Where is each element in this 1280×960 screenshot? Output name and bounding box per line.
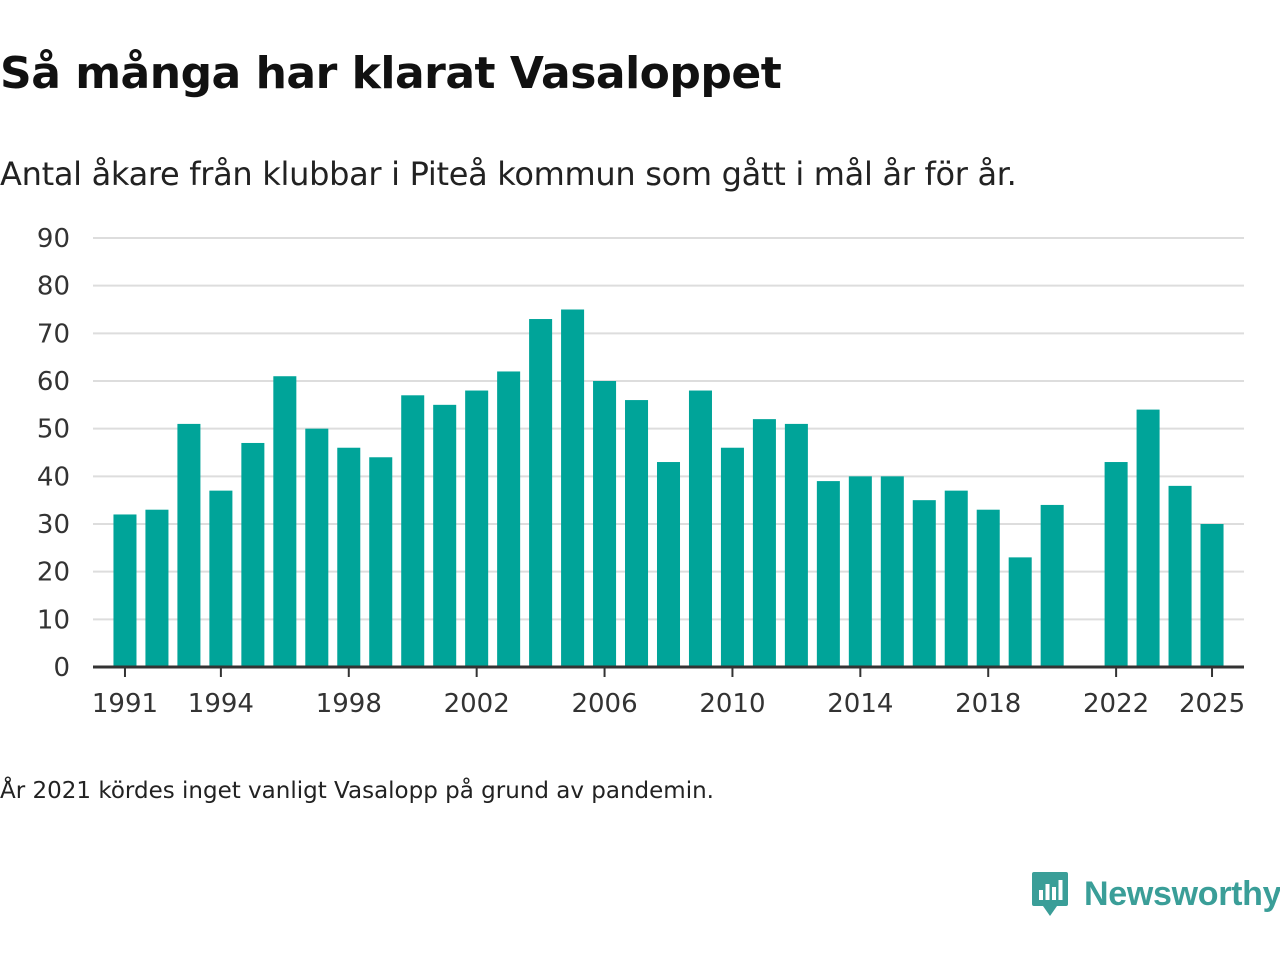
bar	[433, 404, 457, 667]
y-tick-label: 20	[37, 558, 70, 588]
y-tick-label: 70	[37, 319, 70, 349]
bar	[241, 442, 265, 667]
bar-chart: 0 10 20 30 40 50 60 70 80 90 1991 1994 1998 2002 2006…	[37, 224, 1245, 719]
bar	[976, 509, 1000, 667]
bar	[1168, 485, 1192, 667]
x-tick-label: 1998	[316, 689, 382, 719]
bar	[784, 423, 808, 667]
x-tick-label: 1994	[188, 689, 254, 719]
x-tick-label: 1991	[92, 689, 158, 719]
newsworthy-logo-icon	[1032, 872, 1068, 916]
x-tick-label: 2010	[699, 689, 765, 719]
x-tick-label: 2022	[1083, 689, 1149, 719]
bar	[273, 376, 297, 667]
bar	[145, 509, 169, 667]
bar	[688, 390, 712, 667]
bar	[529, 319, 553, 667]
y-tick-label: 80	[37, 272, 70, 302]
chart-subtitle: Antal åkare från klubbar i Piteå kommun …	[0, 155, 1017, 193]
bar	[1136, 409, 1160, 667]
bar	[113, 514, 137, 667]
bar	[1200, 524, 1224, 667]
bar	[848, 476, 872, 667]
y-tick-label: 60	[37, 367, 70, 397]
bars	[113, 309, 1224, 667]
bar	[561, 309, 585, 667]
y-tick-label: 0	[53, 653, 70, 683]
y-tick-label: 40	[37, 462, 70, 492]
footnote: År 2021 kördes inget vanligt Vasalopp på…	[0, 778, 714, 804]
bar	[593, 381, 617, 667]
bar	[497, 371, 521, 667]
x-axis-ticks: 1991 1994 1998 2002 2006 2010 2014 2018 2022 2025	[92, 667, 1245, 719]
x-tick-label: 2018	[955, 689, 1021, 719]
y-tick-label: 10	[37, 605, 70, 635]
bar	[720, 447, 744, 667]
bar	[369, 457, 393, 667]
bar	[305, 428, 329, 667]
bar	[1008, 557, 1032, 667]
x-tick-label: 2002	[444, 689, 510, 719]
y-tick-label: 30	[37, 510, 70, 540]
y-tick-label: 90	[37, 224, 70, 254]
bar	[1040, 504, 1064, 667]
brand-name: Newsworthy	[1084, 874, 1280, 913]
bar	[625, 400, 649, 667]
brand-logo: Newsworthy	[1030, 870, 1280, 918]
x-tick-label: 2006	[571, 689, 637, 719]
bar	[752, 419, 776, 667]
bar	[209, 490, 233, 667]
bar	[401, 395, 425, 667]
bar	[1104, 462, 1128, 667]
bar	[337, 447, 361, 667]
bar	[944, 490, 968, 667]
x-tick-label: 2014	[827, 689, 893, 719]
bar	[656, 462, 681, 667]
bar	[912, 500, 936, 667]
bar	[880, 476, 904, 667]
bar	[177, 423, 201, 667]
y-axis-ticks: 0 10 20 30 40 50 60 70 80 90	[37, 224, 70, 683]
x-tick-label: 2025	[1179, 689, 1245, 719]
y-tick-label: 50	[37, 415, 70, 445]
chart-title: Så många har klarat Vasaloppet	[0, 48, 782, 99]
bar	[465, 390, 489, 667]
bar	[816, 481, 840, 667]
